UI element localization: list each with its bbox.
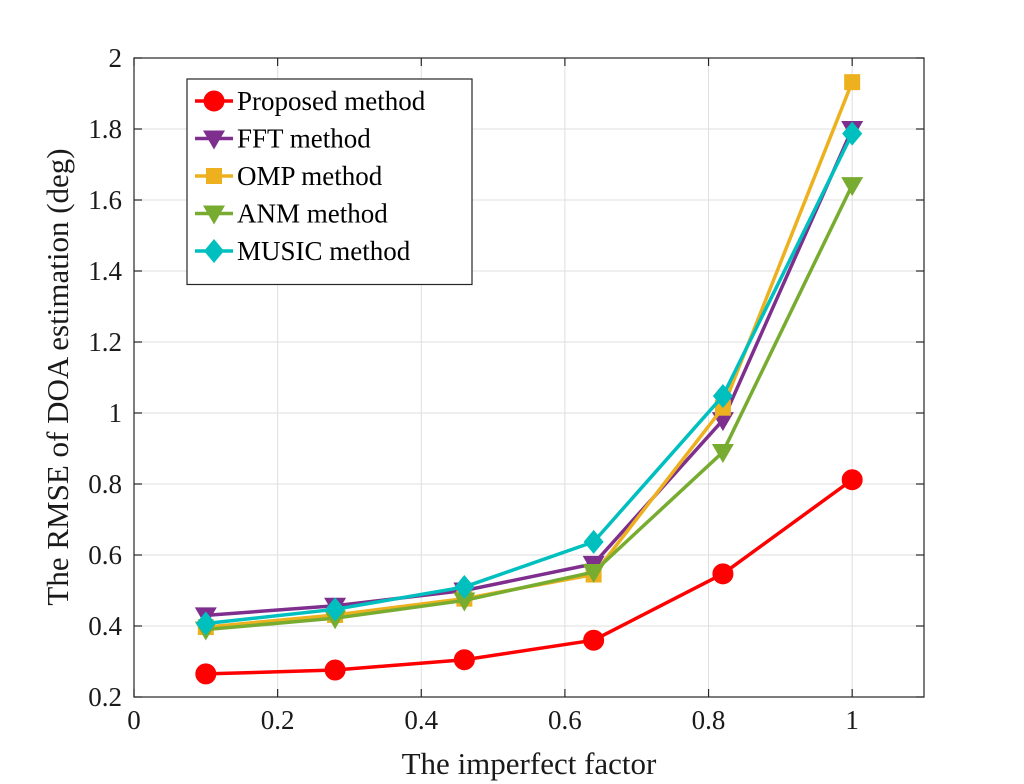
x-tick-label: 0.8 (692, 705, 726, 735)
legend: Proposed method FFT method OMP method ANM m… (186, 78, 473, 286)
x-tick-label: 0.2 (261, 705, 295, 735)
legend-label-proposed-method: Proposed method (237, 86, 426, 116)
legend-label-omp-method: OMP method (237, 161, 383, 191)
proposed-method-point (195, 663, 217, 685)
music-method-point (583, 529, 604, 554)
music-method-line (205, 132, 854, 626)
proposed-method-point (712, 563, 734, 585)
series-group (194, 74, 864, 685)
omp-method-point (844, 74, 861, 91)
y-tick-label: 1.2 (88, 327, 122, 357)
x-tick-label: 0 (127, 705, 141, 735)
series-anm-method (194, 177, 864, 641)
legend-marker-omp-method (206, 168, 222, 184)
legend-label-music-method: MUSIC method (237, 236, 411, 266)
y-axis-label: The RMSE of DOA estimation (deg) (40, 148, 75, 605)
proposed-method-point (841, 469, 863, 491)
plot-frame (133, 57, 925, 698)
legend-marker-music-method (204, 239, 224, 263)
proposed-method-point (453, 649, 475, 671)
tick-labels: 0 0.2 0.4 0.6 0.8 10.20.40.60.811.21.41.61.82 (88, 43, 859, 735)
music-method-point (195, 611, 216, 636)
anm-method-point (453, 592, 476, 612)
anm-method-point (841, 177, 864, 197)
y-tick-label: 0.8 (88, 469, 122, 499)
legend-marker-proposed-method (203, 90, 225, 112)
anm-method-point (582, 564, 605, 584)
x-tick-label: 1 (845, 705, 859, 735)
y-tick-label: 1 (109, 398, 123, 428)
music-method-point (325, 597, 346, 622)
series-proposed-method (195, 469, 863, 685)
y-tick-label: 0.4 (88, 611, 122, 641)
proposed-method-point (583, 629, 605, 651)
legend-label-fft-method: FFT method (237, 124, 371, 154)
legend-label-anm-method: ANM method (237, 199, 388, 229)
series-music-method (195, 121, 863, 636)
proposed-method-point (324, 659, 346, 681)
anm-method-point (711, 444, 734, 464)
y-tick-label: 1.4 (88, 256, 122, 286)
music-method-point (712, 383, 733, 408)
proposed-method-line (205, 478, 854, 676)
music-method-point (454, 574, 475, 599)
legend-marker-fft-method (203, 130, 225, 150)
legend-marker-anm-method (203, 205, 225, 225)
y-tick-label: 2 (109, 43, 123, 73)
x-axis-label: The imperfect factor (402, 746, 657, 781)
music-method-point (842, 121, 863, 146)
x-tick-label: 0.6 (548, 705, 582, 735)
y-tick-label: 0.6 (88, 540, 122, 570)
y-tick-label: 1.8 (88, 114, 122, 144)
anm-method-line (205, 184, 854, 632)
tick-marks (133, 57, 924, 698)
x-tick-label: 0.4 (404, 705, 438, 735)
fft-method-line (205, 128, 854, 618)
legend-box (186, 78, 473, 286)
y-tick-label: 0.2 (88, 682, 122, 712)
y-tick-label: 1.6 (88, 185, 122, 215)
